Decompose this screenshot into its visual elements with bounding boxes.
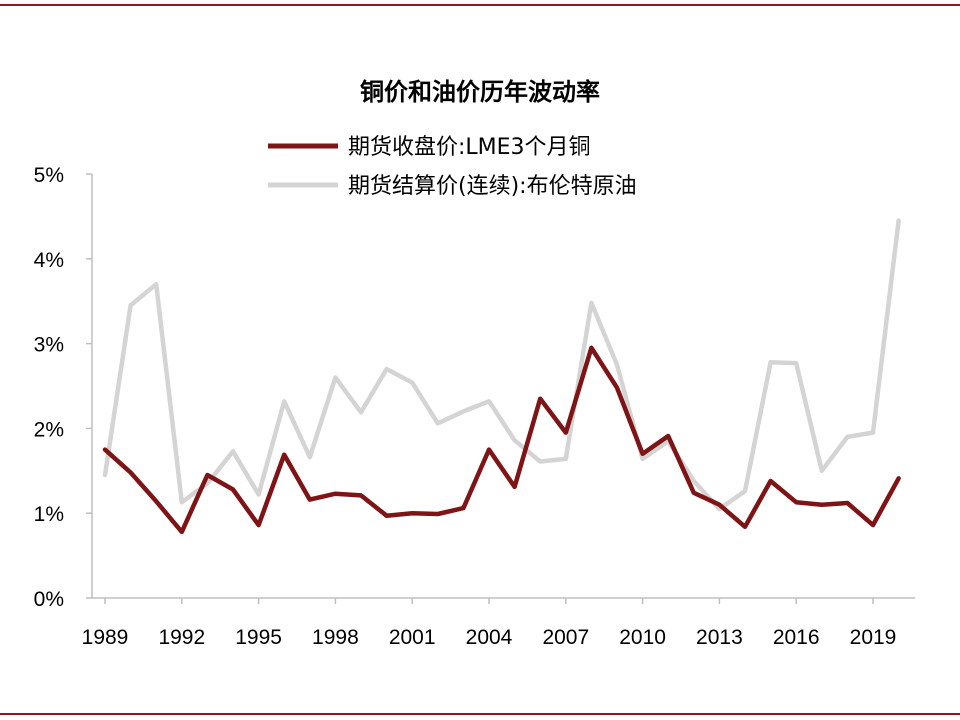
y-tick-label: 1% (34, 503, 64, 526)
legend-label-brent: 期货结算价(连续):布伦特原油 (348, 174, 637, 199)
legend: 期货收盘价:LME3个月铜 期货结算价(连续):布伦特原油 (268, 135, 637, 199)
axes: 0% 1% 2% 3% 4% 5% 1989 1992 1995 1998 2001 2004 2007… (34, 164, 915, 649)
x-tick-label: 1998 (312, 626, 359, 649)
series-line-brent (102, 218, 901, 512)
series-layer (102, 218, 901, 535)
y-tick-label: 3% (34, 334, 64, 357)
x-tick-label: 1989 (82, 626, 129, 649)
series-line-copper (102, 345, 901, 535)
x-tick-label: 2001 (389, 626, 436, 649)
x-tick-label: 2019 (850, 626, 897, 649)
x-tick-label: 2016 (773, 626, 820, 649)
legend-label-copper: 期货收盘价:LME3个月铜 (348, 135, 591, 160)
x-tick-label: 2010 (619, 626, 666, 649)
chart-title: 铜价和油价历年波动率 (360, 78, 600, 106)
y-tick-label: 5% (34, 164, 64, 187)
x-tick-label: 1995 (235, 626, 282, 649)
y-tick-label: 0% (34, 588, 64, 611)
x-tick-label: 2004 (466, 626, 513, 649)
bottom-rule (0, 713, 960, 715)
y-tick-label: 2% (34, 418, 64, 441)
x-tick-label: 2013 (696, 626, 743, 649)
x-tick-label: 1992 (158, 626, 205, 649)
top-rule (0, 4, 960, 6)
x-tick-label: 2007 (542, 626, 589, 649)
y-tick-label: 4% (34, 249, 64, 272)
